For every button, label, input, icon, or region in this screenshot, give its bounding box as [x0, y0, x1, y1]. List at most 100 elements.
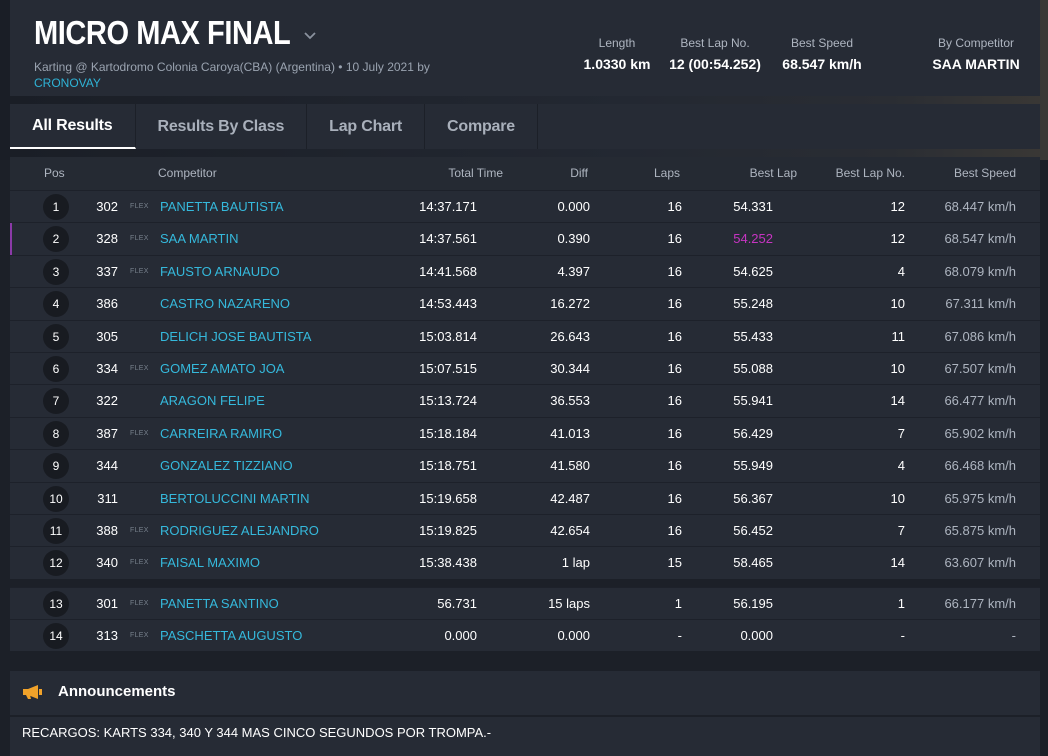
stat-length: Length 1.0330 km [572, 36, 662, 72]
table-row[interactable]: 1 302 FLEX PANETTA BAUTISTA 14:37.171 0.000 16… [10, 190, 1040, 222]
best-lap: 55.949 [733, 458, 773, 474]
competitor-link[interactable]: GOMEZ AMATO JOA [160, 360, 285, 376]
table-row[interactable]: 3 337 FLEX FAUSTO ARNAUDO 14:41.568 4.397 16 54… [10, 254, 1040, 287]
competitor-link[interactable]: CASTRO NAZARENO [160, 296, 291, 312]
stat-value: 1.0330 km [583, 56, 651, 72]
best-lap-no: 14 [890, 555, 905, 571]
best-speed: 65.975 km/h [944, 490, 1016, 506]
competitor-link[interactable]: PASCHETTA AUGUSTO [160, 628, 303, 644]
best-speed: 67.507 km/h [944, 360, 1016, 376]
competitor-link[interactable]: BERTOLUCCINI MARTIN [160, 490, 310, 506]
best-lap: 55.248 [733, 296, 773, 312]
event-title: MICRO MAX FINAL [34, 14, 291, 51]
tab-compare[interactable]: Compare [425, 104, 538, 149]
col-pos[interactable]: Pos [44, 166, 65, 180]
competitor-link[interactable]: GONZALEZ TIZZIANO [160, 458, 293, 474]
laps-value: 16 [667, 360, 682, 376]
class-tag: FLEX [130, 632, 149, 640]
laps-value: 16 [667, 490, 682, 506]
row-marker [10, 223, 12, 255]
stat-value: 68.547 km/h [782, 56, 862, 72]
stat-best-lap-no: Best Lap No. 12 (00:54.252) [660, 36, 770, 72]
col-best-speed[interactable]: Best Speed [953, 166, 1016, 180]
table-row[interactable]: 12 340 FLEX FAISAL MAXIMO 15:38.438 1 lap 15 58… [10, 546, 1040, 578]
col-best-lap-no[interactable]: Best Lap No. [835, 166, 905, 180]
tab-all-results[interactable]: All Results [10, 104, 136, 149]
table-row[interactable]: 14 313 FLEX PASCHETTA AUGUSTO 0.000 0.000 - 0.0… [10, 619, 1040, 651]
results-table: Pos Competitor Total Time Diff Laps Best… [10, 157, 1040, 652]
table-row[interactable]: 4 386 CASTRO NAZARENO 14:53.443 16.272 16 55.2… [10, 287, 1040, 319]
best-lap-no: 14 [890, 393, 905, 409]
best-lap-no: 10 [890, 296, 905, 312]
competitor-link[interactable]: CARREIRA RAMIRO [160, 425, 283, 441]
position-badge: 4 [43, 291, 69, 318]
table-row[interactable]: 6 334 FLEX GOMEZ AMATO JOA 15:07.515 30.344 16… [10, 351, 1040, 384]
col-total-time[interactable]: Total Time [448, 166, 503, 180]
position-badge: 7 [43, 388, 69, 415]
event-subtitle: Karting @ Kartodromo Colonia Caroya(CBA)… [34, 60, 430, 74]
best-speed: 68.547 km/h [944, 231, 1016, 247]
announcements-panel: Announcements RECARGOS: KARTS 334, 340 Y… [10, 671, 1040, 756]
total-time: 15:13.724 [419, 393, 477, 409]
competitor-link[interactable]: FAUSTO ARNAUDO [160, 263, 280, 279]
kart-number: 313 [96, 628, 118, 644]
position-badge: 10 [43, 485, 69, 512]
kart-number: 322 [96, 393, 118, 409]
tab-lap-chart[interactable]: Lap Chart [307, 104, 426, 149]
competitor-link[interactable]: PANETTA SANTINO [160, 595, 279, 611]
stat-label: By Competitor [937, 36, 1015, 50]
table-row[interactable]: 7 322 ARAGON FELIPE 15:13.724 36.553 16 55.941… [10, 384, 1040, 416]
best-lap: 56.367 [733, 490, 773, 506]
stat-by-competitor: By Competitor SAA MARTIN [926, 36, 1026, 72]
provider-link[interactable]: CRONOVAY [34, 76, 101, 90]
best-lap-no: 7 [897, 425, 905, 441]
best-speed: 67.086 km/h [944, 328, 1016, 344]
stat-label: Length [598, 36, 636, 50]
class-tag: FLEX [130, 267, 149, 275]
competitor-link[interactable]: DELICH JOSE BAUTISTA [160, 328, 312, 344]
table-row[interactable]: 8 387 FLEX CARREIRA RAMIRO 15:18.184 41.013 16… [10, 416, 1040, 449]
total-time: 14:41.568 [419, 263, 477, 279]
total-time: 14:53.443 [419, 296, 477, 312]
competitor-link[interactable]: ARAGON FELIPE [160, 393, 265, 409]
best-lap-no: 4 [897, 458, 905, 474]
tab-results-by-class[interactable]: Results By Class [136, 104, 308, 149]
total-time: 14:37.171 [419, 199, 477, 214]
kart-number: 337 [96, 263, 118, 279]
best-lap-no: 12 [890, 231, 905, 247]
table-row[interactable]: 2 328 FLEX SAA MARTIN 14:37.561 0.390 16 54.252… [10, 222, 1040, 255]
diff-value: 41.580 [550, 458, 590, 474]
col-laps[interactable]: Laps [653, 166, 680, 180]
table-row[interactable]: 10 311 BERTOLUCCINI MARTIN 15:19.658 42.487 1… [10, 481, 1040, 514]
col-best-lap[interactable]: Best Lap [749, 166, 797, 180]
competitor-link[interactable]: RODRIGUEZ ALEJANDRO [160, 522, 319, 538]
stat-best-speed: Best Speed 68.547 km/h [772, 36, 872, 72]
position-badge: 3 [43, 258, 69, 285]
total-time: 56.731 [437, 595, 477, 611]
table-row[interactable]: 11 388 FLEX RODRIGUEZ ALEJANDRO 15:19.825 42.… [10, 513, 1040, 546]
col-competitor[interactable]: Competitor [158, 166, 217, 180]
chevron-down-icon[interactable] [303, 29, 317, 43]
best-speed: - [1011, 628, 1016, 644]
competitor-link[interactable]: SAA MARTIN [160, 231, 239, 247]
laps-value: 1 [674, 595, 682, 611]
table-row[interactable]: 5 305 DELICH JOSE BAUTISTA 15:03.814 26.643 1… [10, 319, 1040, 352]
position-badge: 14 [43, 623, 69, 650]
table-row[interactable]: 13 301 FLEX PANETTA SANTINO 56.731 15 laps 1 56… [10, 586, 1040, 619]
laps-value: 16 [667, 199, 682, 214]
class-tag: FLEX [130, 364, 149, 372]
results-tabs: All Results Results By Class Lap Chart C… [10, 104, 1040, 149]
stat-value: SAA MARTIN [932, 56, 1020, 72]
best-speed: 65.902 km/h [944, 425, 1016, 441]
table-row[interactable]: 9 344 GONZALEZ TIZZIANO 15:18.751 41.580 16 55… [10, 449, 1040, 481]
competitor-link[interactable]: FAISAL MAXIMO [160, 555, 260, 571]
laps-value: - [677, 628, 682, 644]
laps-value: 16 [667, 231, 682, 247]
class-tag: FLEX [130, 599, 149, 607]
best-speed: 66.177 km/h [944, 595, 1016, 611]
best-lap-no: 10 [890, 490, 905, 506]
laps-value: 16 [667, 328, 682, 344]
diff-value: 30.344 [550, 360, 590, 376]
competitor-link[interactable]: PANETTA BAUTISTA [160, 199, 284, 214]
col-diff[interactable]: Diff [570, 166, 588, 180]
